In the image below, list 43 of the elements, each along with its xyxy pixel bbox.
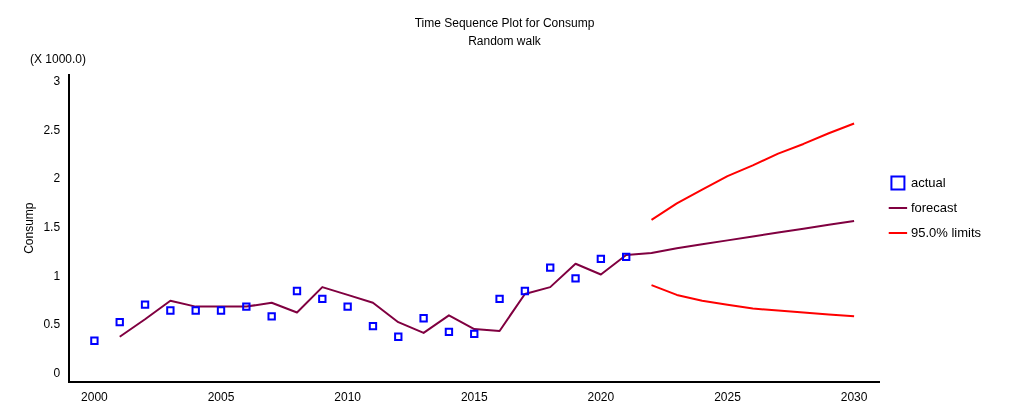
point [571,274,580,283]
point [394,332,403,341]
point [115,318,124,327]
point [368,321,378,331]
point [166,306,175,315]
x-tick-label: 2005 [207,390,235,405]
y-tick-label: 3 [53,73,61,88]
x-tick-label: 2000 [81,390,109,405]
point [546,263,555,272]
y-axis-title: Consump [21,202,36,254]
x-tick-label: 2025 [714,390,742,405]
point [444,327,454,337]
point [343,302,352,311]
legend-label: 95.0% limits [910,224,982,240]
point [596,254,606,264]
x-tick-label: 2030 [840,390,868,405]
chart-title: Time Sequence Plot for Consump [414,15,595,30]
x-tick-label: 2020 [587,390,615,405]
point [216,306,226,315]
point [470,329,479,339]
point [622,252,631,262]
y-tick-label: 1.5 [43,220,61,235]
point [140,300,150,309]
legend-label: actual [910,174,946,190]
chart-subtitle: Random walk [468,33,542,48]
legend-label: forecast [910,199,958,215]
y-tick-label: 0.5 [43,317,61,332]
point [318,294,327,303]
text: (X 1000.0) [30,51,87,66]
y-tick-label: 2 [53,171,61,186]
point [90,336,99,345]
point [191,306,200,315]
point [242,302,251,311]
x-tick-label: 2015 [460,390,488,405]
y-tick-label: 0 [53,366,61,381]
point [520,286,530,296]
point [495,294,504,303]
point [419,314,428,323]
point [267,312,276,321]
point [292,286,302,296]
y-tick-label: 2.5 [43,122,61,137]
y-tick-label: 1 [53,268,61,283]
x-tick-label: 2010 [334,390,362,405]
